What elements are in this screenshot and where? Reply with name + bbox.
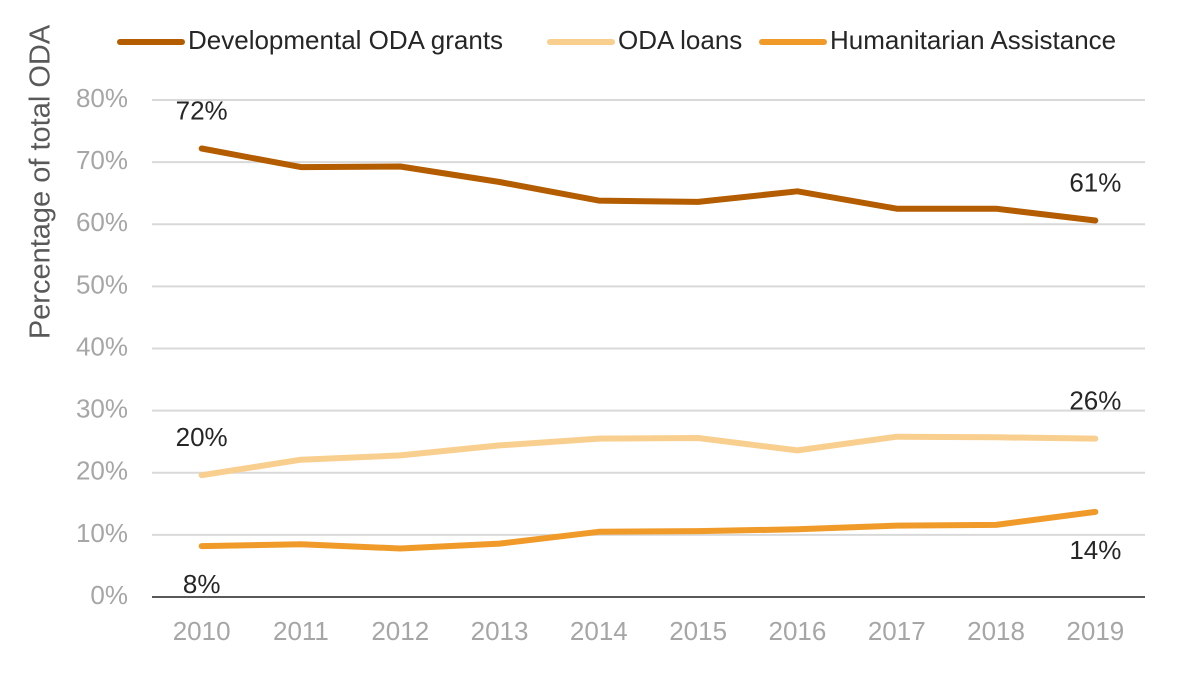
data-label: 26% — [1069, 385, 1121, 415]
legend-label: ODA loans — [618, 25, 742, 55]
data-label: 72% — [176, 95, 228, 125]
series-line — [198, 508, 1099, 552]
x-tick-label: 2015 — [669, 616, 727, 646]
x-tick-label: 2010 — [173, 616, 231, 646]
y-tick-label: 70% — [76, 145, 128, 175]
y-tick-label: 80% — [76, 83, 128, 113]
y-tick-label: 60% — [76, 207, 128, 237]
series-line — [198, 145, 1099, 224]
gridlines — [152, 99, 1145, 598]
x-tick-label: 2019 — [1066, 616, 1124, 646]
y-tick-label: 10% — [76, 518, 128, 548]
x-tick-label: 2016 — [769, 616, 827, 646]
y-tick-label: 30% — [76, 394, 128, 424]
x-tick-label: 2012 — [371, 616, 429, 646]
legend: Developmental ODA grants ODA loans Humanit… — [117, 25, 1116, 55]
series-line — [198, 433, 1099, 479]
data-label: 61% — [1069, 167, 1121, 197]
y-tick-label: 0% — [90, 580, 128, 610]
x-axis-ticks: 2010 2011 2012 2013 2014 2015 2016 2017 2018 2019 — [173, 616, 1125, 646]
x-tick-label: 2013 — [471, 616, 529, 646]
x-tick-label: 2018 — [967, 616, 1025, 646]
data-labels: 72% 61% 20% 26% 8% 14% — [176, 95, 1122, 599]
x-tick-label: 2017 — [868, 616, 926, 646]
y-axis-label: Percentage of total ODA — [25, 24, 57, 339]
legend-label: Developmental ODA grants — [188, 25, 503, 55]
y-tick-label: 20% — [76, 456, 128, 486]
x-tick-label: 2014 — [570, 616, 628, 646]
x-tick-label: 2011 — [273, 616, 329, 646]
y-tick-label: 50% — [76, 269, 128, 299]
data-label: 14% — [1069, 535, 1121, 565]
y-tick-label: 40% — [76, 331, 128, 361]
series-lines — [198, 145, 1099, 552]
data-label: 8% — [183, 569, 221, 599]
y-axis-ticks: 0% 10% 20% 30% 40% 50% 60% 70% 80% — [76, 83, 128, 610]
data-label: 20% — [176, 422, 228, 452]
legend-label: Humanitarian Assistance — [830, 25, 1116, 55]
